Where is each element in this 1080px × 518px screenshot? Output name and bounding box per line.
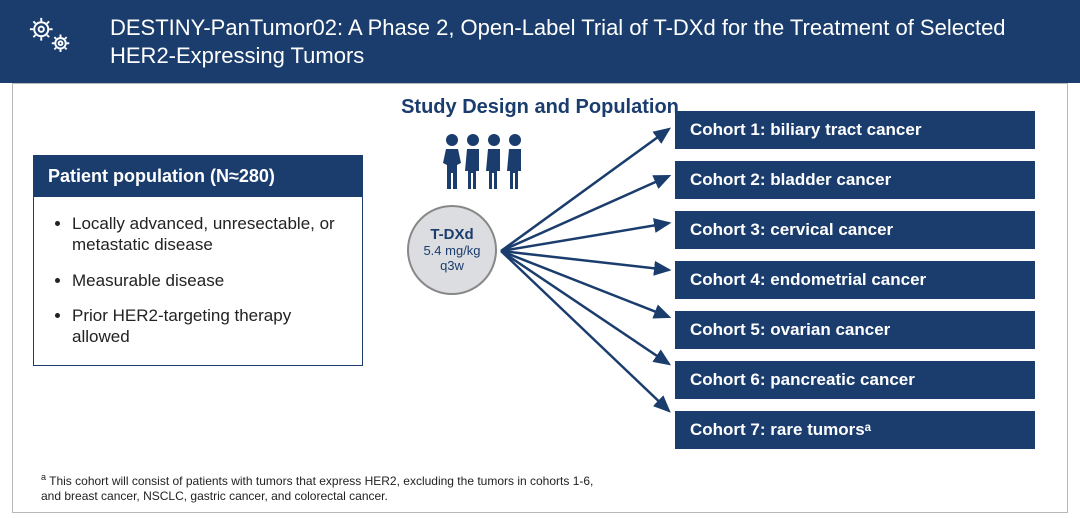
cohort-box: Cohort 6: pancreatic cancer xyxy=(675,361,1035,399)
treatment-circle: T-DXd 5.4 mg/kg q3w xyxy=(407,205,497,295)
header-banner: DESTINY-PanTumor02: A Phase 2, Open-Labe… xyxy=(0,0,1080,83)
content-panel: Study Design and Population Patient popu… xyxy=(12,83,1068,513)
cohort-list: Cohort 1: biliary tract cancer Cohort 2:… xyxy=(675,111,1035,449)
cohort-box: Cohort 1: biliary tract cancer xyxy=(675,111,1035,149)
cohort-box: Cohort 3: cervical cancer xyxy=(675,211,1035,249)
population-header: Patient population (N≈280) xyxy=(34,156,362,197)
population-bullet: Prior HER2-targeting therapy allowed xyxy=(72,305,348,348)
cohort-box: Cohort 4: endometrial cancer xyxy=(675,261,1035,299)
fanout-arrows xyxy=(497,111,677,451)
footnote-marker: a xyxy=(41,472,46,482)
population-bullet: Measurable disease xyxy=(72,270,348,291)
footnote-text: This cohort will consist of patients wit… xyxy=(41,474,593,503)
treatment-dose: 5.4 mg/kg xyxy=(423,244,480,259)
cohort-box: Cohort 5: ovarian cancer xyxy=(675,311,1035,349)
treatment-name: T-DXd xyxy=(430,226,473,243)
cohort-box: Cohort 7: rare tumorsᵃ xyxy=(675,411,1035,449)
study-diagram: T-DXd 5.4 mg/kg q3w xyxy=(389,131,1047,461)
cohort-box: Cohort 2: bladder cancer xyxy=(675,161,1035,199)
population-list: Locally advanced, unresectable, or metas… xyxy=(58,213,348,347)
footnote: a This cohort will consist of patients w… xyxy=(41,472,601,504)
population-bullet: Locally advanced, unresectable, or metas… xyxy=(72,213,348,256)
treatment-schedule: q3w xyxy=(440,259,464,274)
population-box: Patient population (N≈280) Locally advan… xyxy=(33,155,363,366)
header-title: DESTINY-PanTumor02: A Phase 2, Open-Labe… xyxy=(110,15,1006,68)
